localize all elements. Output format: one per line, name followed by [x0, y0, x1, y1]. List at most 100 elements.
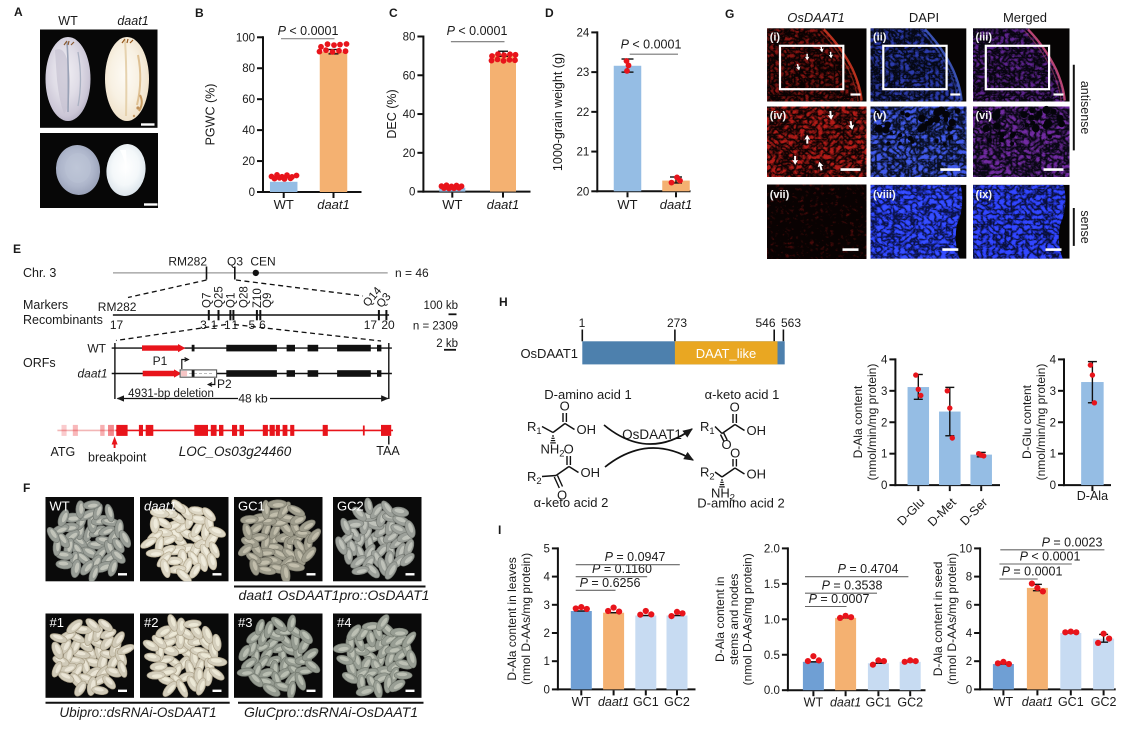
svg-text:OsDAAT1: OsDAAT1 — [520, 346, 578, 361]
svg-text:OH: OH — [747, 467, 767, 482]
svg-text:60: 60 — [242, 94, 255, 106]
svg-text:6: 6 — [966, 600, 972, 612]
svg-text:D-amino acid 2: D-amino acid 2 — [697, 496, 784, 511]
svg-text:1: 1 — [224, 318, 231, 332]
svg-text:1: 1 — [1050, 449, 1056, 461]
svg-text:1: 1 — [881, 449, 887, 461]
svg-text:P = 0.6256: P = 0.6256 — [580, 576, 641, 590]
svg-text:20: 20 — [577, 186, 590, 198]
svg-text:P < 0.0001: P < 0.0001 — [278, 24, 339, 38]
svg-text:DAPI: DAPI — [909, 10, 939, 25]
svg-text:B: B — [195, 6, 204, 20]
svg-text:WT: WT — [994, 695, 1014, 709]
svg-text:10: 10 — [959, 543, 972, 555]
svg-text:D-Ala: D-Ala — [1077, 489, 1108, 503]
svg-text:GC1: GC1 — [866, 696, 892, 710]
svg-text:1.0: 1.0 — [764, 614, 780, 626]
svg-text:P < 0.0001: P < 0.0001 — [447, 24, 508, 38]
svg-text:#3: #3 — [238, 615, 252, 630]
svg-text:4: 4 — [543, 572, 550, 584]
svg-text:DAAT_like: DAAT_like — [696, 346, 756, 361]
svg-text:4: 4 — [881, 354, 888, 366]
svg-text:2 kb: 2 kb — [436, 338, 458, 350]
svg-text:E: E — [13, 242, 21, 256]
svg-text:Q25: Q25 — [213, 286, 225, 308]
svg-text:3: 3 — [1050, 386, 1056, 398]
svg-text:20: 20 — [403, 148, 416, 160]
svg-text:21: 21 — [577, 147, 590, 159]
svg-text:NH2: NH2 — [711, 486, 735, 503]
svg-text:O: O — [730, 446, 740, 461]
svg-text:1000-grain weight (g): 1000-grain weight (g) — [551, 53, 565, 171]
svg-text:OsDAAT1: OsDAAT1 — [622, 427, 682, 442]
svg-text:6: 6 — [259, 318, 266, 332]
svg-text:1: 1 — [543, 656, 549, 668]
svg-text:GluCpro::dsRNAi-OsDAAT1: GluCpro::dsRNAi-OsDAAT1 — [244, 704, 418, 720]
svg-text:P = 0.0947: P = 0.0947 — [605, 550, 666, 564]
svg-text:Merged: Merged — [1003, 10, 1047, 25]
svg-text:5: 5 — [249, 318, 256, 332]
svg-text:GC1: GC1 — [633, 695, 659, 709]
svg-text:273: 273 — [667, 316, 687, 330]
svg-text:F: F — [23, 481, 30, 495]
svg-text:1: 1 — [579, 316, 586, 330]
svg-text:WT: WT — [617, 197, 637, 212]
svg-text:1.5: 1.5 — [764, 579, 780, 591]
svg-text:(nmol/min/mg protein): (nmol/min/mg protein) — [865, 364, 879, 481]
svg-text:Q7: Q7 — [202, 293, 214, 308]
svg-text:P = 0.4704: P = 0.4704 — [838, 562, 899, 576]
svg-text:C: C — [389, 6, 398, 20]
svg-text:P = 0.3538: P = 0.3538 — [822, 579, 883, 593]
svg-text:80: 80 — [403, 32, 416, 44]
svg-text:H: H — [499, 295, 508, 309]
svg-text:563: 563 — [781, 316, 801, 330]
svg-text:CEN: CEN — [250, 255, 275, 269]
svg-text:stems and nodes: stems and nodes — [727, 574, 741, 665]
svg-text:WT: WT — [442, 197, 462, 212]
svg-text:(nmol D-AAs/mg protein): (nmol D-AAs/mg protein) — [741, 553, 755, 685]
svg-text:P = 0.0023: P = 0.0023 — [1042, 535, 1103, 549]
svg-text:OH: OH — [581, 465, 601, 480]
svg-text:Q28: Q28 — [239, 286, 251, 308]
svg-text:O: O — [560, 399, 570, 414]
svg-text:(nmol/min/mg protein): (nmol/min/mg protein) — [1034, 364, 1048, 481]
svg-text:O: O — [721, 437, 731, 452]
svg-text:0: 0 — [1050, 480, 1056, 492]
svg-text:D: D — [545, 6, 554, 20]
svg-text:20: 20 — [242, 156, 255, 168]
svg-text:OsDAAT1: OsDAAT1 — [787, 10, 845, 25]
svg-text:0: 0 — [249, 187, 255, 199]
svg-text:WT: WT — [804, 696, 824, 710]
svg-text:WT: WT — [274, 197, 294, 212]
svg-text:48 kb: 48 kb — [238, 392, 268, 406]
svg-text:3: 3 — [200, 318, 207, 332]
svg-text:GC2: GC2 — [1091, 695, 1117, 709]
svg-text:(vi): (vi) — [976, 110, 993, 122]
svg-text:17: 17 — [110, 318, 124, 332]
svg-text:GC2: GC2 — [664, 695, 690, 709]
svg-text:P = 0.0007: P = 0.0007 — [809, 592, 870, 606]
svg-text:#4: #4 — [337, 615, 351, 630]
svg-text:80: 80 — [242, 63, 255, 75]
svg-text:RM282: RM282 — [98, 300, 137, 314]
svg-text:Q9: Q9 — [262, 293, 274, 308]
svg-text:daat1 OsDAAT1pro::OsDAAT1: daat1 OsDAAT1pro::OsDAAT1 — [239, 587, 430, 603]
svg-text:daat1: daat1 — [117, 14, 148, 28]
svg-text:8: 8 — [966, 572, 972, 584]
svg-text:Markers: Markers — [23, 298, 68, 312]
svg-text:20: 20 — [381, 318, 395, 332]
svg-text:D-Ala content in seed: D-Ala content in seed — [931, 562, 945, 677]
svg-text:Q1: Q1 — [225, 293, 237, 308]
svg-text:(vii): (vii) — [770, 189, 790, 201]
svg-text:GC1: GC1 — [1058, 695, 1084, 709]
svg-text:O: O — [564, 442, 574, 457]
svg-text:D-amino acid 1: D-amino acid 1 — [544, 387, 631, 402]
svg-text:breakpoint: breakpoint — [88, 451, 147, 465]
svg-text:WT: WT — [50, 499, 70, 514]
svg-text:100 kb: 100 kb — [423, 300, 458, 312]
svg-text:#2: #2 — [144, 615, 158, 630]
svg-text:TAA: TAA — [376, 444, 400, 458]
svg-text:2.0: 2.0 — [764, 543, 780, 555]
svg-text:40: 40 — [403, 109, 416, 121]
svg-text:22: 22 — [577, 107, 590, 119]
